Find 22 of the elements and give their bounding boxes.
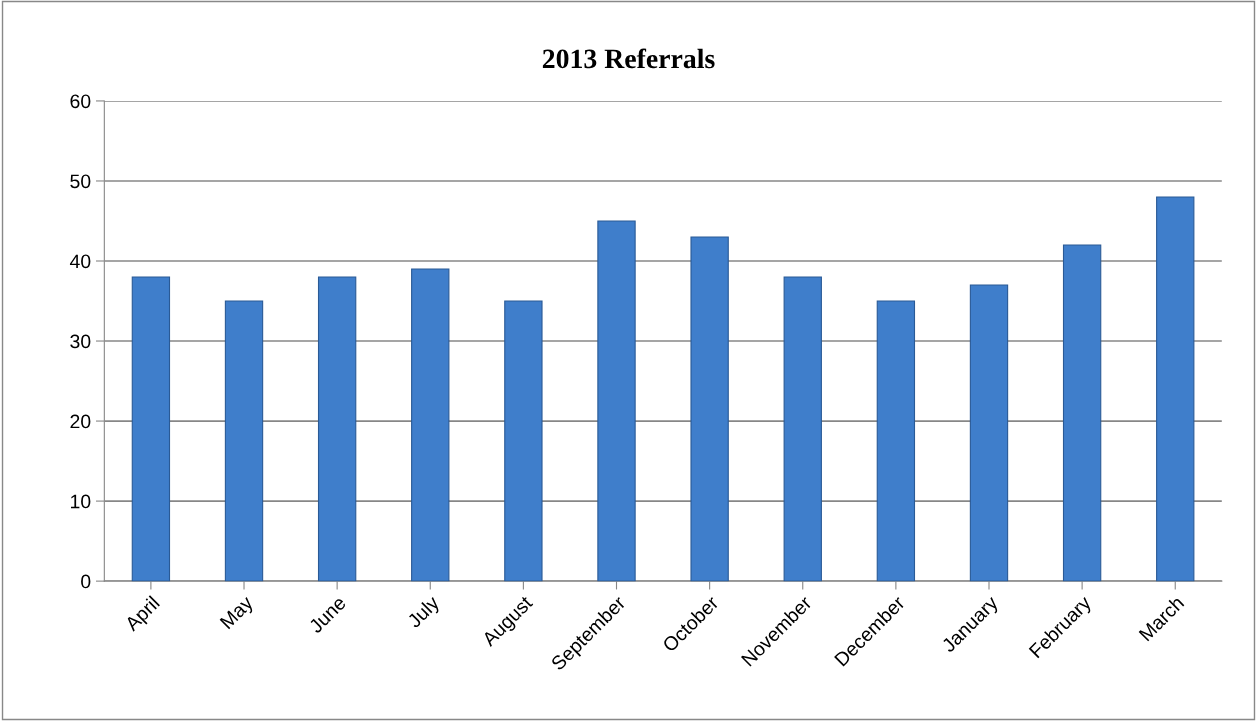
y-tick-label: 0 [81, 574, 91, 589]
bar [131, 276, 171, 582]
y-tick-label: 40 [69, 254, 91, 269]
bar [969, 284, 1009, 582]
y-tick-label: 20 [70, 414, 91, 429]
bar [411, 268, 450, 582]
bar [597, 220, 636, 582]
bar [1156, 196, 1195, 582]
y-tick-label: 30 [70, 334, 91, 349]
x-tick-label: May [219, 594, 257, 632]
bar [1062, 244, 1102, 582]
bar [783, 276, 822, 582]
bar [690, 236, 729, 582]
y-tick-label: 50 [70, 174, 91, 189]
bar [317, 276, 357, 582]
x-tick-label: July [406, 594, 444, 632]
y-tick-label: 10 [70, 494, 91, 509]
chart-title: 2013 Referrals [542, 48, 715, 69]
bar [504, 300, 543, 582]
bar [224, 300, 264, 582]
bar [876, 300, 916, 582]
y-tick-label: 60 [70, 94, 91, 109]
